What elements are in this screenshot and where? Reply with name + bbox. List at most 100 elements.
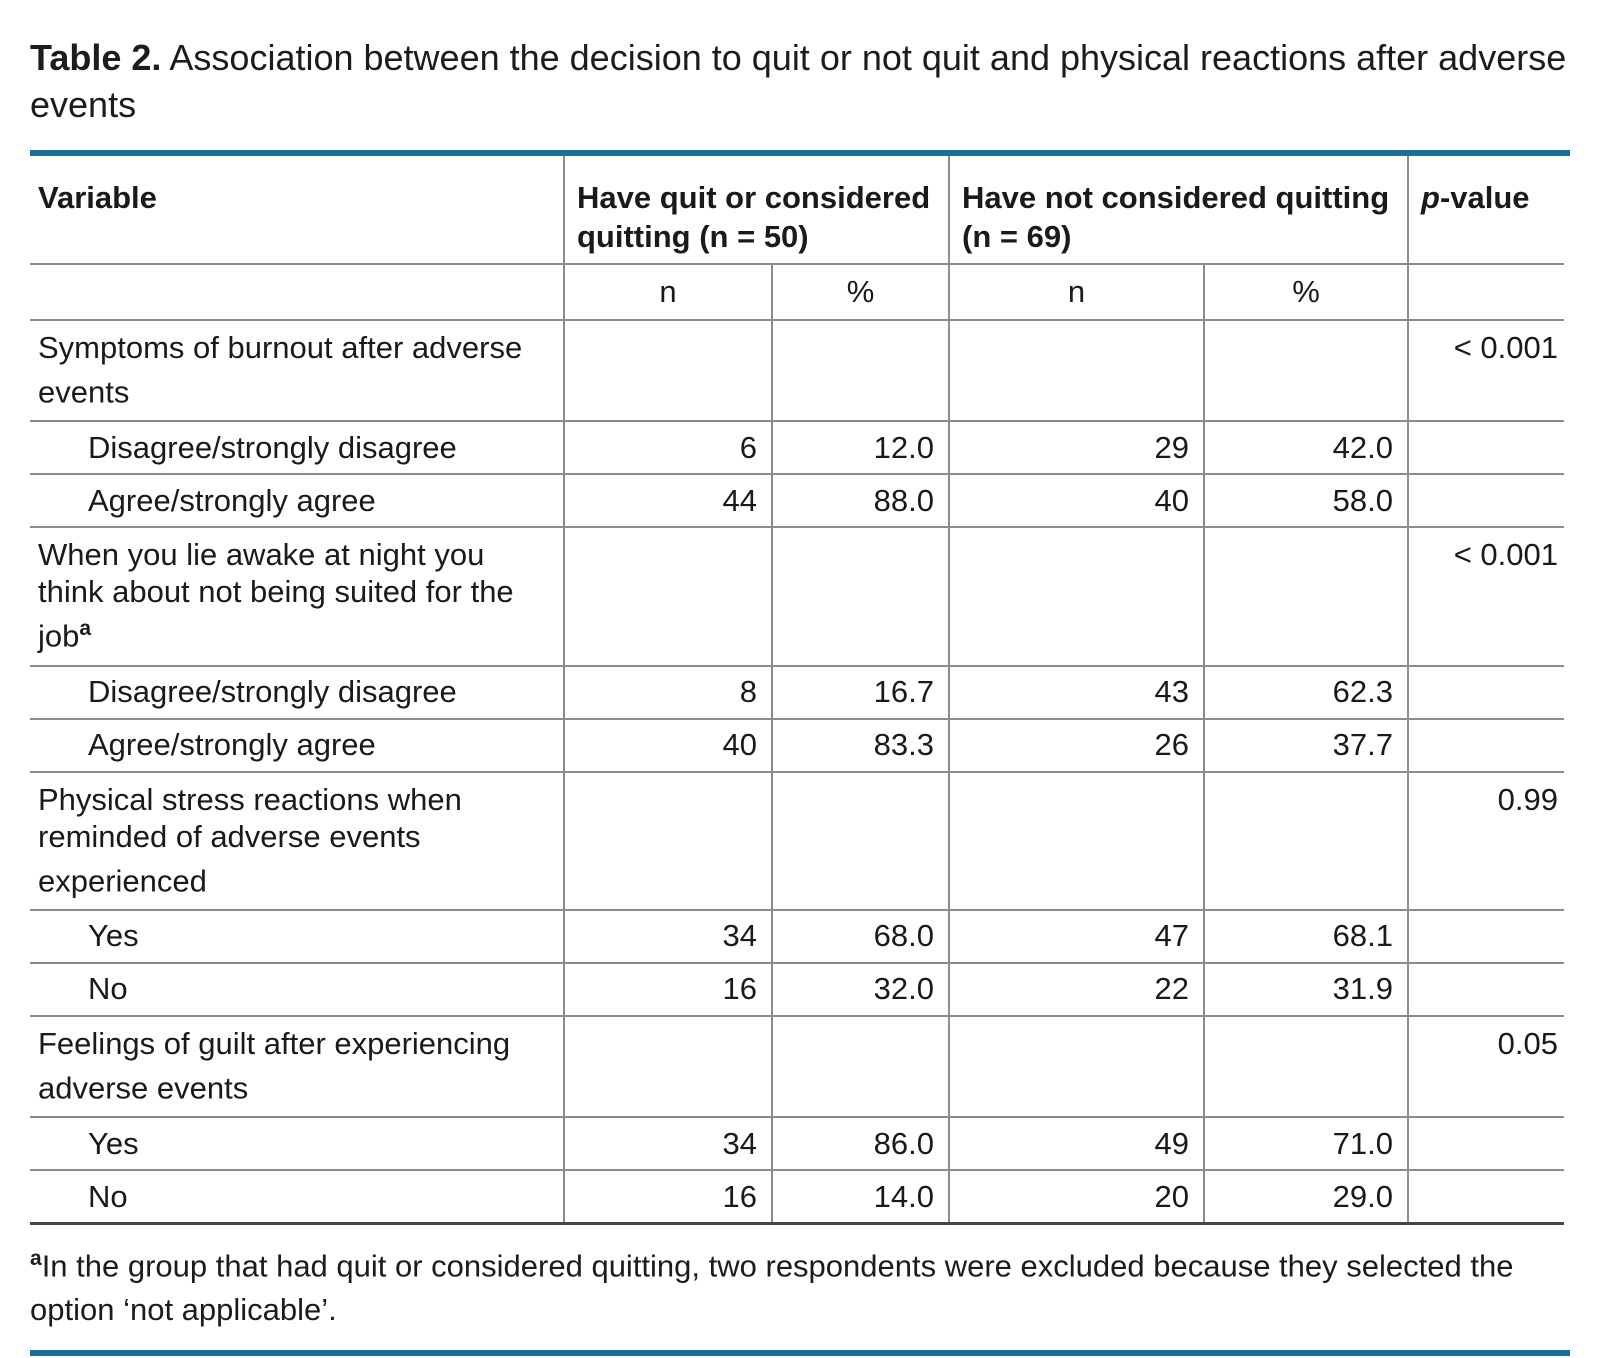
col-header-group-quit: Have quit or considered quitting (n = 50… — [563, 156, 949, 265]
cell-n-group2: 20 — [948, 1170, 1204, 1225]
cell-n-group1: 8 — [563, 665, 772, 720]
top-accent-rule — [30, 150, 1570, 156]
empty-cell — [948, 1015, 1204, 1119]
subheader-empty-pvalue — [1407, 264, 1564, 321]
table-footnote: aIn the group that had quit or considere… — [30, 1237, 1570, 1332]
cell-n-group1: 16 — [563, 962, 772, 1017]
empty-cell — [563, 1015, 772, 1119]
subheader-n-group2: n — [948, 264, 1204, 321]
cell-n-group1: 6 — [563, 421, 772, 476]
cell-n-group1: 44 — [563, 474, 772, 529]
empty-cell — [563, 527, 772, 667]
section-label-text: Feelings of guilt after experiencing adv… — [38, 1025, 511, 1106]
subheader-n-group1: n — [563, 264, 772, 321]
data-row: Agree/strongly agree 40 83.3 26 37.7 — [30, 718, 1564, 773]
cell-pct-group1: 68.0 — [771, 909, 949, 964]
cell-n-group1: 16 — [563, 1170, 772, 1225]
empty-cell — [563, 320, 772, 423]
empty-cell — [563, 771, 772, 911]
cell-n-group2: 29 — [948, 421, 1204, 476]
row-label: Disagree/strongly disagree — [30, 421, 564, 476]
empty-cell — [1203, 320, 1408, 423]
subheader-empty — [30, 264, 564, 321]
row-label: No — [30, 962, 564, 1017]
cell-n-group1: 34 — [563, 909, 772, 964]
empty-cell — [1407, 1170, 1564, 1225]
col-header-pvalue: p-value — [1407, 156, 1564, 265]
cell-n-group2: 43 — [948, 665, 1204, 720]
footnote-superscript: a — [30, 1246, 42, 1270]
data-row: Yes 34 68.0 47 68.1 — [30, 909, 1564, 964]
empty-cell — [948, 527, 1204, 667]
cell-pct-group2: 62.3 — [1203, 665, 1408, 720]
empty-cell — [1407, 665, 1564, 720]
cell-pct-group1: 12.0 — [771, 421, 949, 476]
cell-pct-group2: 29.0 — [1203, 1170, 1408, 1225]
section-label-text: Symptoms of burnout after adverse events — [38, 330, 523, 410]
data-row: No 16 14.0 20 29.0 — [30, 1170, 1564, 1225]
cell-n-group2: 49 — [948, 1117, 1204, 1172]
empty-cell — [771, 320, 949, 423]
subheader-pct-group1: % — [771, 264, 949, 321]
empty-cell — [1203, 1015, 1408, 1119]
cell-pct-group2: 58.0 — [1203, 474, 1408, 529]
row-label: Agree/strongly agree — [30, 474, 564, 529]
empty-cell — [948, 771, 1204, 911]
table-caption-text: Association between the decision to quit… — [30, 37, 1567, 125]
cell-n-group2: 47 — [948, 909, 1204, 964]
cell-n-group2: 40 — [948, 474, 1204, 529]
empty-cell — [948, 320, 1204, 423]
cell-pct-group2: 37.7 — [1203, 718, 1408, 773]
cell-n-group2: 26 — [948, 718, 1204, 773]
header-row-sub: n % n % — [30, 264, 1564, 321]
table-caption: Table 2. Association between the decisio… — [30, 0, 1570, 128]
data-row: No 16 32.0 22 31.9 — [30, 962, 1564, 1017]
empty-cell — [771, 527, 949, 667]
section-row: Symptoms of burnout after adverse events… — [30, 320, 1564, 423]
section-label: When you lie awake at night you think ab… — [30, 527, 564, 667]
cell-pct-group1: 16.7 — [771, 665, 949, 720]
empty-cell — [771, 1015, 949, 1119]
table-number: Table 2. — [30, 37, 162, 78]
cell-n-group2: 22 — [948, 962, 1204, 1017]
pvalue-italic-p: p — [1421, 180, 1440, 215]
cell-pct-group1: 32.0 — [771, 962, 949, 1017]
header-row-groups: Variable Have quit or considered quittin… — [30, 156, 1564, 265]
empty-cell — [771, 771, 949, 911]
cell-pct-group1: 83.3 — [771, 718, 949, 773]
section-pvalue: 0.05 — [1407, 1015, 1564, 1119]
section-row: Physical stress reactions when reminded … — [30, 771, 1564, 911]
section-superscript: a — [79, 617, 92, 641]
pvalue-suffix: -value — [1439, 180, 1530, 215]
row-label: No — [30, 1170, 564, 1225]
empty-cell — [1407, 1117, 1564, 1172]
section-pvalue: < 0.001 — [1407, 320, 1564, 423]
data-row: Disagree/strongly disagree 6 12.0 29 42.… — [30, 421, 1564, 476]
empty-cell — [1203, 771, 1408, 911]
association-table: Variable Have quit or considered quittin… — [30, 156, 1564, 1225]
row-label: Agree/strongly agree — [30, 718, 564, 773]
cell-pct-group2: 71.0 — [1203, 1117, 1408, 1172]
section-label: Symptoms of burnout after adverse events — [30, 320, 564, 423]
empty-cell — [1407, 962, 1564, 1017]
row-label: Yes — [30, 1117, 564, 1172]
empty-cell — [1203, 527, 1408, 667]
row-label: Yes — [30, 909, 564, 964]
empty-cell — [1407, 421, 1564, 476]
col-header-group-notquit: Have not considered quitting (n = 69) — [948, 156, 1408, 265]
section-pvalue: 0.99 — [1407, 771, 1564, 911]
cell-n-group1: 40 — [563, 718, 772, 773]
data-row: Yes 34 86.0 49 71.0 — [30, 1117, 1564, 1172]
row-label: Disagree/strongly disagree — [30, 665, 564, 720]
data-row: Disagree/strongly disagree 8 16.7 43 62.… — [30, 665, 1564, 720]
cell-pct-group1: 86.0 — [771, 1117, 949, 1172]
empty-cell — [1407, 718, 1564, 773]
section-label-text: When you lie awake at night you think ab… — [38, 537, 514, 654]
section-row: When you lie awake at night you think ab… — [30, 527, 1564, 667]
subheader-pct-group2: % — [1203, 264, 1408, 321]
data-row: Agree/strongly agree 44 88.0 40 58.0 — [30, 474, 1564, 529]
bottom-accent-rule — [30, 1350, 1570, 1357]
empty-cell — [1407, 909, 1564, 964]
cell-pct-group2: 42.0 — [1203, 421, 1408, 476]
